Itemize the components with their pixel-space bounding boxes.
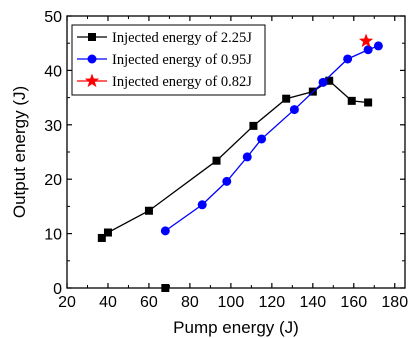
- series-3: [358, 33, 374, 48]
- data-point: [249, 121, 258, 130]
- legend-entry-label: Injected energy of 0.95J: [112, 52, 252, 68]
- x-tick-label: 60: [140, 294, 158, 311]
- data-point: [144, 206, 153, 215]
- data-point: [212, 156, 221, 165]
- data-point: [222, 176, 232, 186]
- series-2: [160, 41, 383, 236]
- y-tick-label: 0: [53, 281, 62, 298]
- x-tick-label: 100: [218, 294, 245, 311]
- data-point: [160, 226, 170, 236]
- x-tick-label: 40: [99, 294, 117, 311]
- x-tick-label: 140: [299, 294, 326, 311]
- data-point: [343, 54, 353, 64]
- x-axis-title: Pump energy (J): [173, 318, 299, 337]
- y-tick-label: 30: [44, 118, 62, 135]
- data-point-extra: [161, 284, 170, 292]
- x-tick-label: 160: [340, 294, 367, 311]
- legend-entry-label: Injected energy of 0.82J: [112, 74, 252, 90]
- series-line: [101, 79, 369, 239]
- y-tick-label: 50: [44, 9, 62, 26]
- data-point: [347, 96, 356, 105]
- legend-marker: [87, 54, 97, 64]
- x-tick-label: 180: [381, 294, 408, 311]
- x-tick-label: 80: [181, 294, 199, 311]
- data-point: [358, 33, 374, 48]
- data-point: [97, 233, 106, 242]
- data-point: [373, 41, 383, 51]
- data-point: [197, 200, 207, 210]
- data-point: [364, 98, 373, 107]
- series-layer: [97, 33, 383, 292]
- legend: Injected energy of 2.25J Injected energy …: [71, 24, 266, 96]
- y-axis-title: Output energy (J): [10, 86, 29, 218]
- legend-marker: [88, 33, 96, 41]
- data-point: [318, 77, 328, 87]
- series-line: [164, 45, 379, 232]
- legend-entry-label: Injected energy of 2.25J: [112, 30, 252, 46]
- series-1: [97, 76, 373, 242]
- legend-marker: [84, 73, 100, 88]
- data-point: [242, 152, 252, 162]
- data-point: [363, 45, 373, 55]
- y-tick-label: 40: [44, 63, 62, 80]
- x-tick-label: 20: [58, 294, 76, 311]
- data-point: [289, 105, 299, 115]
- x-axis-ticks: 20 40 60 80 100 120 140 160 180: [58, 16, 408, 311]
- x-tick-label: 120: [258, 294, 285, 311]
- y-tick-label: 20: [44, 172, 62, 189]
- data-point: [325, 76, 334, 85]
- data-point: [282, 94, 291, 103]
- y-tick-label: 10: [44, 227, 62, 244]
- data-point: [103, 228, 112, 237]
- y-axis-ticks: 0 10 20 30 40 50: [44, 9, 405, 298]
- data-point: [257, 134, 267, 144]
